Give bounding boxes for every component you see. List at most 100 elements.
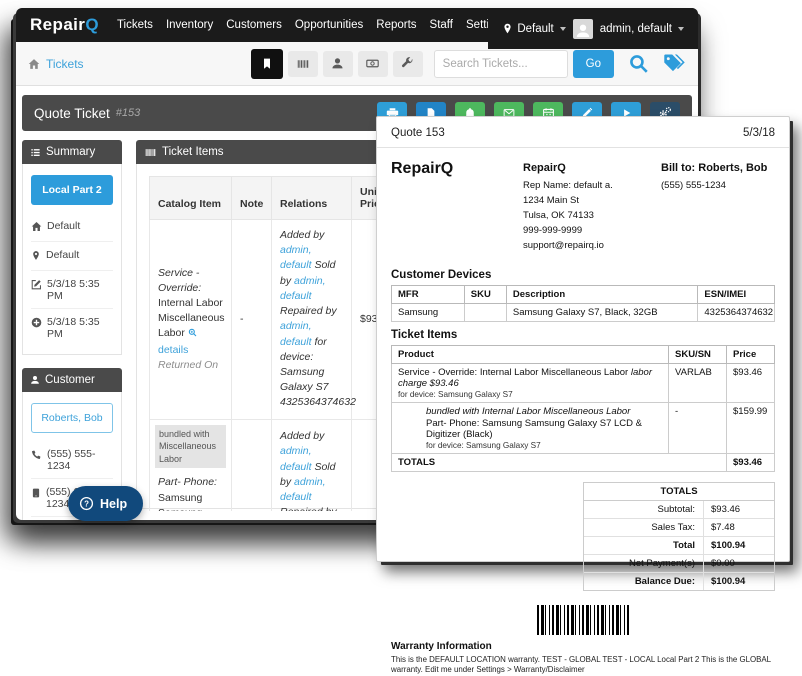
totals-row-total: Total $100.94: [584, 536, 774, 555]
quote-document: Quote 153 5/3/18 RepairQ RepairQ Rep Nam…: [376, 116, 790, 674]
search-icon[interactable]: [628, 53, 649, 74]
tools-button[interactable]: [392, 50, 423, 77]
summary-modified-date: 5/3/18 5:35 PM: [47, 278, 100, 302]
go-button[interactable]: Go: [572, 49, 614, 78]
col-description: Description: [505, 284, 699, 304]
local-part-button[interactable]: Local Part 2: [31, 175, 113, 205]
help-button[interactable]: ? Help: [68, 486, 144, 521]
balance-due-label: Balance Due:: [584, 572, 704, 590]
nav-item-staff[interactable]: Staff: [429, 19, 453, 31]
device-sku: [463, 302, 507, 322]
added-by-link[interactable]: admin, default: [280, 445, 312, 473]
customer-name-button[interactable]: Roberts, Bob: [31, 403, 113, 433]
added-by-label: Added by: [280, 430, 325, 443]
sold-by-label: Sold by: [280, 460, 336, 488]
search-input[interactable]: [433, 49, 568, 78]
nav-item-customers[interactable]: Customers: [226, 19, 282, 31]
tags-icon[interactable]: [663, 53, 686, 74]
help-label: Help: [100, 496, 128, 511]
repaired-by-link[interactable]: admin, default: [280, 320, 312, 348]
breadcrumb-tickets-link[interactable]: Tickets: [46, 56, 84, 71]
nav-item-inventory[interactable]: Inventory: [165, 19, 214, 31]
document-body: RepairQ RepairQ Rep Name: default a. 123…: [377, 148, 789, 676]
plus-circle-icon: [31, 317, 42, 331]
brand-logo[interactable]: RepairQ: [30, 15, 99, 35]
document-items-table: Product SKU/SN Price Service - Override:…: [391, 344, 775, 472]
store-rep: Rep Name: default a.: [523, 179, 613, 191]
devices-header-row: MFR SKU Description ESN/IMEI: [391, 284, 775, 304]
totals-row-subtotal: Subtotal: $93.46: [584, 500, 774, 519]
for-device-note: for device: Samsung Galaxy S7: [398, 389, 513, 399]
for-device-note: for device: Samsung Galaxy S7: [426, 440, 541, 450]
question-circle-icon: ?: [79, 496, 94, 511]
customer-panel-header: Customer: [22, 368, 122, 392]
file-icon: [427, 107, 435, 119]
summary-store: Default: [46, 249, 80, 261]
total-label: Total: [584, 536, 704, 554]
sold-by-link[interactable]: admin, default: [280, 475, 326, 504]
zoom-in-icon[interactable]: [188, 328, 197, 340]
subtotal-value: $93.46: [711, 503, 741, 515]
breadcrumb: Tickets: [28, 57, 84, 71]
items-header-row: Product SKU/SN Price: [391, 344, 775, 364]
items-section-title: Ticket Items: [391, 328, 458, 341]
person-icon: [31, 376, 39, 384]
balance-due-value: $100.94: [711, 575, 746, 587]
store-name: RepairQ: [523, 162, 566, 174]
customer-lookup-button[interactable]: [322, 50, 353, 77]
col-relations: Relations: [271, 176, 352, 220]
summary-row-location: Default: [31, 213, 113, 241]
cash-register-button[interactable]: [357, 50, 388, 77]
user-menu[interactable]: admin, default: [600, 23, 684, 35]
note-cell: -: [231, 219, 272, 420]
barcode-icon: [297, 59, 308, 68]
sold-by-link[interactable]: admin, default: [280, 274, 326, 302]
ticket-toolbar: Tickets Go: [16, 42, 698, 86]
home-icon: [31, 221, 42, 235]
home-icon: [28, 58, 40, 69]
store-address1: 1234 Main St: [523, 194, 579, 206]
totals-value: $93.46: [726, 452, 775, 472]
nav-item-opportunities[interactable]: Opportunities: [294, 19, 364, 31]
location-pin-icon: [31, 250, 41, 264]
svg-text:?: ?: [84, 499, 89, 508]
bundle-note: bundled with Internal Labor Miscellaneou…: [426, 405, 631, 417]
item-name-prefix: Service - Override:: [158, 266, 202, 294]
nav-item-reports[interactable]: Reports: [376, 19, 417, 31]
avatar[interactable]: [572, 18, 593, 39]
added-by-link[interactable]: admin, default: [280, 244, 312, 272]
net-payments-label: Net Payment(s): [584, 554, 704, 572]
store-info: RepairQ Rep Name: default a. 1234 Main S…: [523, 160, 661, 254]
catalog-item-cell: bundled with Miscellaneous Labor Part- P…: [149, 418, 232, 511]
play-icon: [623, 109, 630, 117]
page-title: Quote Ticket: [34, 105, 110, 121]
item-row: Service - Override: Internal Labor Misce…: [391, 362, 775, 403]
note-cell: -: [231, 418, 272, 511]
col-sku: SKU: [463, 284, 507, 304]
details-link[interactable]: details: [158, 343, 189, 356]
product-name: Part- Phone: Samsung Samsung Galaxy S7 L…: [426, 417, 642, 440]
ticket-items-title: Ticket Items: [162, 146, 224, 158]
net-payments-value: $0.00: [711, 557, 735, 569]
devices-section-title: Customer Devices: [391, 268, 492, 281]
company-section: RepairQ RepairQ Rep Name: default a. 123…: [391, 150, 775, 262]
summary-row-store: Default: [31, 241, 113, 270]
totals-row-balance: Balance Due: $100.94: [584, 572, 774, 590]
labor-charge-note: labor charge $93.46: [398, 366, 652, 389]
catalog-item-cell: Service - Override: Internal Labor Misce…: [149, 219, 232, 420]
item-name: Samsung Samsung Galaxy S7 LCD & Digitize…: [158, 491, 203, 511]
toolbar-right: Go: [250, 48, 686, 79]
repaired-by-label: Repaired by: [280, 305, 337, 318]
bill-to-name: Bill to: Roberts, Bob: [661, 162, 768, 174]
location-selector[interactable]: Default: [502, 23, 566, 35]
bookmark-filter-button[interactable]: [250, 48, 283, 79]
brand-repair: Repair: [30, 15, 86, 34]
barcode-scan-button[interactable]: [287, 50, 318, 77]
item-name-prefix: Part- Phone:: [158, 476, 217, 489]
top-navbar: RepairQ Tickets Inventory Customers Oppo…: [16, 8, 698, 49]
customer-notify-row: (555) 555-1234: [31, 516, 113, 520]
nav-item-tickets[interactable]: Tickets: [116, 19, 153, 31]
bookmark-icon: [263, 58, 270, 69]
customer-phone: (555) 555-1234: [47, 448, 96, 472]
wrench-icon: [402, 57, 413, 68]
